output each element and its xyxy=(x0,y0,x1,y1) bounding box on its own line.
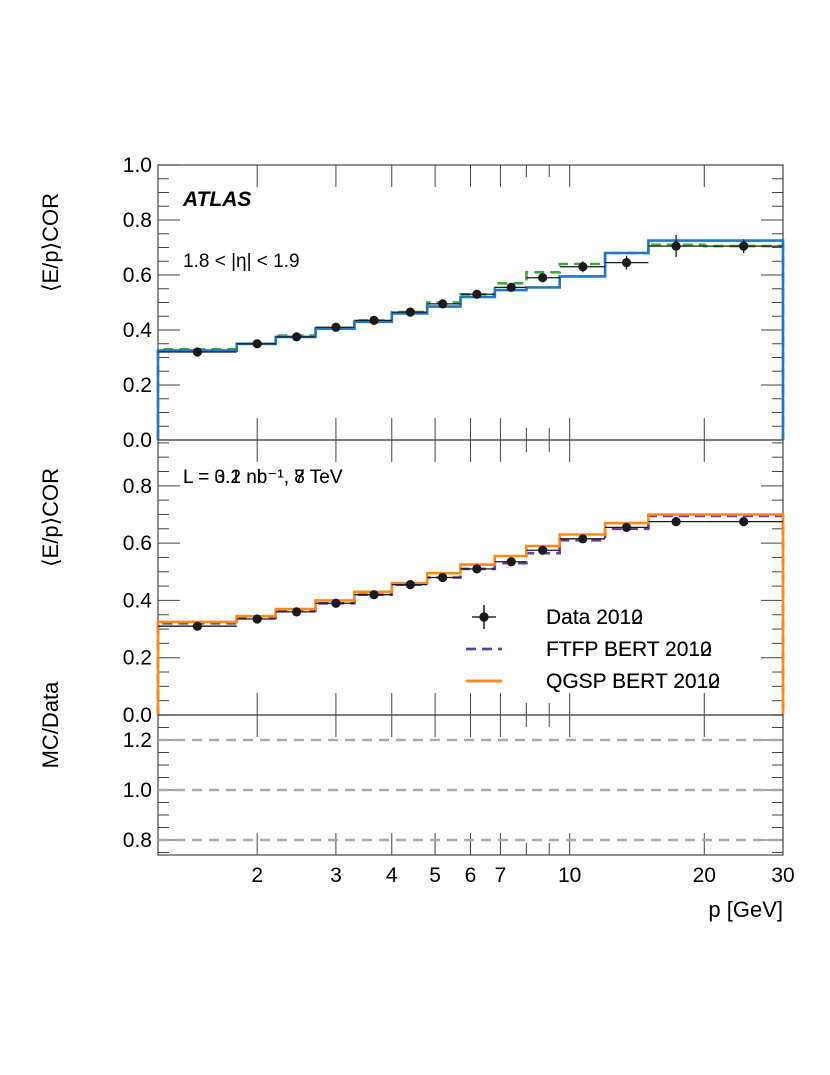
y-axis-title: ⟨E/p⟩COR xyxy=(38,193,63,292)
x-tick-label: 3 xyxy=(330,864,342,887)
legend-label: FTFP BERT 2012 xyxy=(546,638,712,661)
y-axis-title: MC/Data xyxy=(38,681,63,769)
data-point xyxy=(369,315,379,325)
y-tick-label: 0.0 xyxy=(123,429,152,452)
legend-label: Data 2010 xyxy=(546,606,643,629)
data-point xyxy=(192,347,203,357)
data-point xyxy=(739,517,749,527)
y-tick-label: 0.2 xyxy=(123,647,152,670)
legend-label: Data 2012 xyxy=(546,606,643,629)
data-point xyxy=(621,258,632,268)
plot-frame xyxy=(157,164,784,441)
data-point xyxy=(472,289,482,299)
data-point xyxy=(405,307,415,317)
data-point xyxy=(671,241,681,251)
data-point xyxy=(192,621,203,631)
data-point xyxy=(331,322,341,332)
x-tick-label: 5 xyxy=(429,864,441,887)
data-point xyxy=(578,262,588,272)
y-tick-label: 0.8 xyxy=(123,829,152,852)
legend-label: QGSP BERT 2010 xyxy=(546,670,720,693)
series-line-ftfp-bert-2012 xyxy=(156,243,785,440)
data-point xyxy=(291,332,302,342)
series-line-qgsp-bert-2012 xyxy=(156,239,785,440)
x-tick-label: 20 xyxy=(693,864,716,887)
data-point xyxy=(538,273,548,283)
data-point xyxy=(538,545,548,555)
x-tick-label: 6 xyxy=(465,864,477,887)
y-tick-label: 0.6 xyxy=(123,532,152,555)
legend-label: FTFP BERT 2010 xyxy=(546,638,712,661)
x-tick-label: 30 xyxy=(771,864,794,887)
legend-label: QGSP BERT 2012 xyxy=(546,670,720,693)
y-tick-label: 0.6 xyxy=(123,264,152,287)
y-axis-title: ⟨E/p⟩COR xyxy=(38,468,63,567)
x-axis-title: p [GeV] xyxy=(708,897,783,922)
lumi-label: L = 0.1 nb⁻¹, 8 TeV xyxy=(183,467,343,488)
y-tick-label: 1.0 xyxy=(123,779,152,802)
data-point xyxy=(438,572,448,583)
data-point xyxy=(405,580,415,590)
data-point xyxy=(621,522,632,532)
legend-marker xyxy=(479,612,489,622)
y-tick-label: 0.8 xyxy=(123,209,152,232)
eta-label: 1.8 < |η| < 1.9 xyxy=(183,251,300,272)
data-point xyxy=(472,564,482,574)
data-point xyxy=(506,282,516,292)
top-panel: 0.0 0.2 0.4 0.6 0.8 1.0 ⟨E/p⟩COR Data 2012 FTFP … xyxy=(38,154,785,693)
lumi-label: L = 3.2 nb⁻¹, 7 TeV xyxy=(183,467,343,488)
y-tick-label: 0.4 xyxy=(123,589,153,612)
y-tick-label: 0.0 xyxy=(123,704,152,727)
data-point xyxy=(252,339,262,349)
data-point xyxy=(369,590,379,600)
data-point xyxy=(438,299,448,309)
y-tick-label: 0.8 xyxy=(123,475,152,498)
atlas-label: ATLAS xyxy=(182,188,251,211)
y-tick-label: 0.2 xyxy=(123,374,152,397)
y-tick-label: 1.2 xyxy=(123,729,152,752)
data-point xyxy=(331,598,341,608)
data-point xyxy=(739,241,749,251)
y-tick-label: 1.0 xyxy=(123,154,152,177)
data-point xyxy=(291,607,302,617)
x-tick-label: 10 xyxy=(558,864,581,887)
ratio-panel: 0.8 1.0 1.2 MC/Data 2 3 4 5 6 7 10 20 30 p [GeV] xyxy=(38,681,795,922)
data-point xyxy=(506,557,516,567)
x-tick-label: 4 xyxy=(386,864,398,887)
middle-panel: 0.0 0.2 0.4 0.6 0.8 ⟨E/p⟩COR Data 2010 FTFP BER… xyxy=(38,439,785,727)
x-tick-label: 2 xyxy=(251,864,263,887)
y-tick-label: 0.4 xyxy=(123,319,153,342)
x-tick-label: 7 xyxy=(495,864,507,887)
data-point xyxy=(671,517,681,527)
data-point xyxy=(578,534,588,544)
data-point xyxy=(252,614,262,624)
